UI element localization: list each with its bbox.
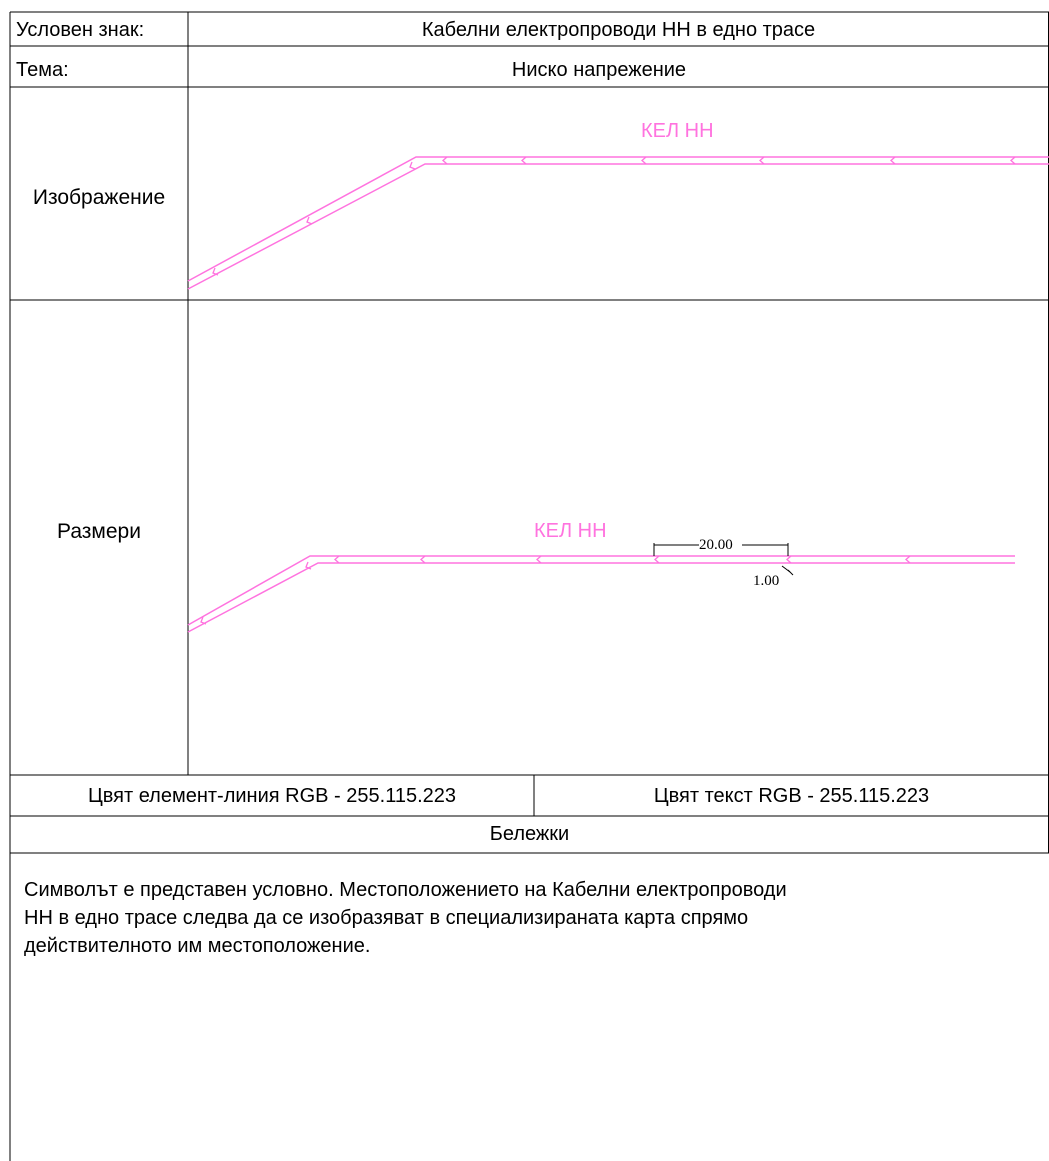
notes-line: НН в едно трасе следва да се изобразяват… xyxy=(24,907,749,929)
offset-dimension: 1.00 xyxy=(753,573,780,589)
text-color-info: Цвят текст RGB - 255.115.223 xyxy=(653,785,930,807)
dimensions-cable-label: КЕЛ НН xyxy=(534,520,607,542)
line-color-info: Цвят елемент-линия RGB - 255.115.223 xyxy=(87,785,457,807)
dim-cable-line-lower xyxy=(187,562,1015,633)
notes-title: Бележки xyxy=(489,823,570,845)
dimension-annotation xyxy=(653,543,794,576)
theme-value: Ниско напрежение xyxy=(511,59,687,81)
notes-line: действителното им местоположение. xyxy=(24,935,371,957)
cable-line-lower xyxy=(187,163,1049,290)
theme-label: Тема: xyxy=(16,59,69,81)
length-dimension: 20.00 xyxy=(699,537,733,553)
notes-body: Символът е представен условно. Местополо… xyxy=(24,876,824,960)
image-section-label: Изображение xyxy=(32,186,166,209)
notes-line: Символът е представен условно. Местополо… xyxy=(24,879,787,901)
image-cable-label: КЕЛ НН xyxy=(641,120,714,142)
cable-line-upper xyxy=(187,156,1049,282)
dim-cable-line-upper xyxy=(187,555,1015,626)
dimensions-section-label: Размери xyxy=(57,520,141,543)
symbol-value: Кабелни електропроводи НН в едно трасе xyxy=(421,19,816,41)
symbol-label: Условен знак: xyxy=(16,19,145,41)
